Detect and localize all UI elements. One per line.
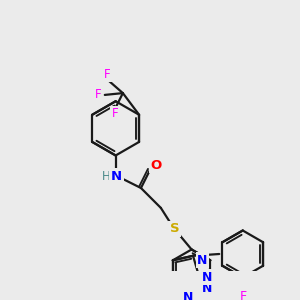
- Text: S: S: [169, 222, 179, 235]
- Text: N: N: [197, 254, 207, 267]
- Text: F: F: [104, 68, 111, 81]
- Text: N: N: [202, 282, 212, 295]
- Text: F: F: [111, 107, 118, 120]
- Text: O: O: [151, 159, 162, 172]
- Text: F: F: [95, 88, 102, 101]
- Text: N: N: [183, 291, 193, 300]
- Text: F: F: [240, 290, 247, 300]
- Text: H: H: [102, 170, 111, 183]
- Text: N: N: [202, 271, 212, 284]
- Text: N: N: [111, 170, 122, 183]
